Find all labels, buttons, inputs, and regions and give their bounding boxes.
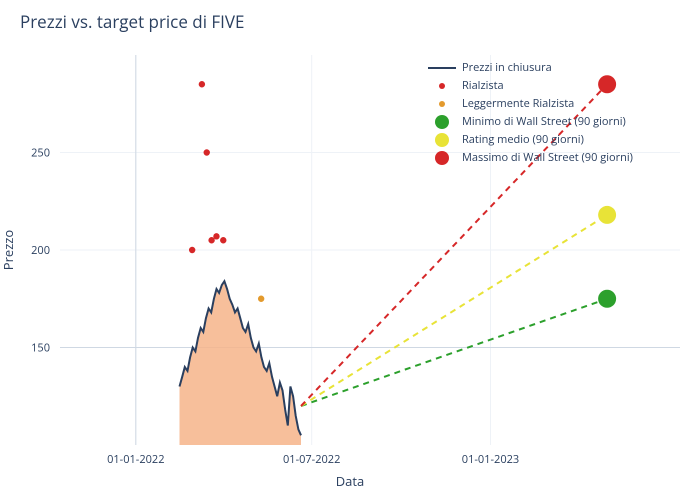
y-axis-label: Prezzo xyxy=(0,230,17,270)
legend-label: Massimo di Wall Street (90 giorni) xyxy=(462,150,633,166)
legend-label: Leggermente Rialzista xyxy=(462,96,574,112)
legend-item-min: Minimo di Wall Street (90 giorni) xyxy=(428,114,633,130)
legend-item-max: Massimo di Wall Street (90 giorni) xyxy=(428,150,633,166)
legend-item-bullish: Rialzista xyxy=(428,78,633,94)
x-axis-label: Data xyxy=(336,472,365,490)
svg-text:01-07-2022: 01-07-2022 xyxy=(283,452,340,467)
legend-item-slight: Leggermente Rialzista xyxy=(428,96,633,112)
legend-label: Rialzista xyxy=(462,78,504,94)
legend-swatch-dot xyxy=(428,151,456,165)
legend-label: Prezzi in chiusura xyxy=(462,60,552,76)
legend-swatch-dot xyxy=(428,83,456,89)
legend-label: Rating medio (90 giorni) xyxy=(462,132,584,148)
svg-text:250: 250 xyxy=(31,146,50,161)
svg-text:150: 150 xyxy=(31,341,50,356)
legend-swatch-dot xyxy=(428,115,456,129)
legend-swatch-dot xyxy=(428,101,456,107)
svg-text:01-01-2022: 01-01-2022 xyxy=(107,452,164,467)
legend-swatch-dot xyxy=(428,133,456,147)
chart-title: Prezzi vs. target price di FIVE xyxy=(20,10,245,33)
chart-container: Prezzi vs. target price di FIVE 01-01-20… xyxy=(0,0,700,500)
svg-text:01-01-2023: 01-01-2023 xyxy=(462,452,519,467)
legend-label: Minimo di Wall Street (90 giorni) xyxy=(462,114,626,130)
legend-item-avg: Rating medio (90 giorni) xyxy=(428,132,633,148)
svg-text:200: 200 xyxy=(31,243,50,258)
legend: Prezzi in chiusura Rialzista Leggermente… xyxy=(428,60,633,168)
legend-item-closing: Prezzi in chiusura xyxy=(428,60,633,76)
legend-swatch-line xyxy=(428,67,456,69)
